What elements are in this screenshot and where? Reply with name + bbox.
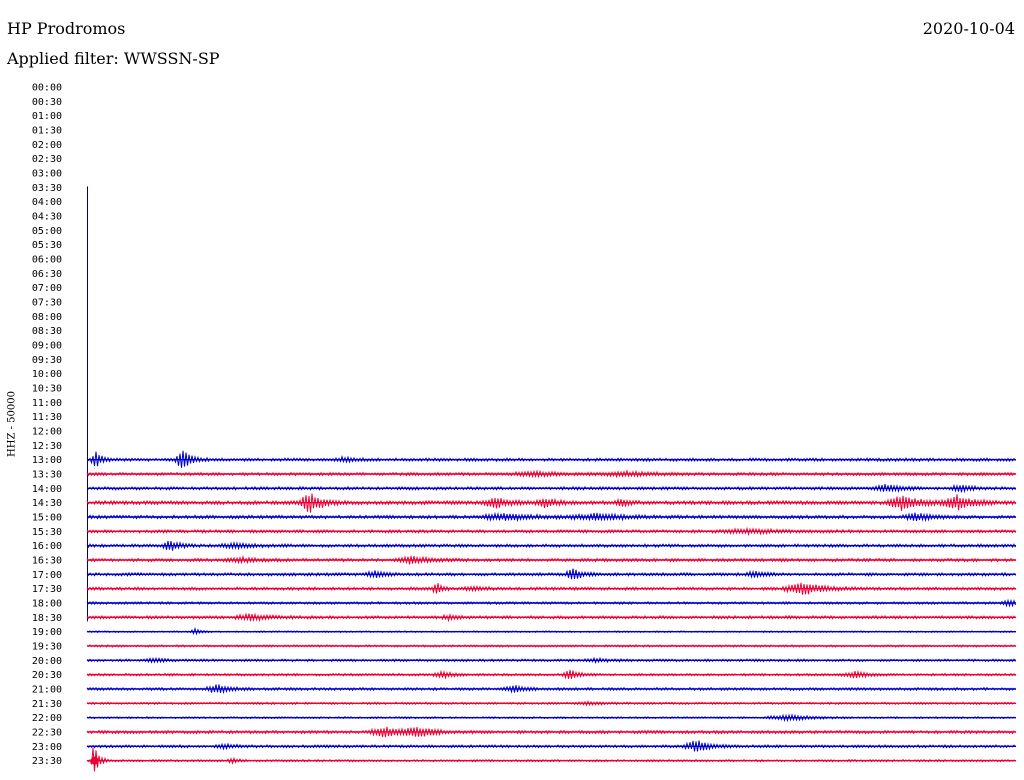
time-tick-2300: 23:00 [32,742,62,753]
time-tick-0300: 03:00 [32,168,62,179]
time-tick-1830: 18:30 [32,613,62,624]
time-tick-2200: 22:00 [32,713,62,724]
station-title: HP Prodromos [7,19,126,38]
time-tick-1630: 16:30 [32,555,62,566]
time-tick-0700: 07:00 [32,283,62,294]
time-tick-0100: 01:00 [32,111,62,122]
trace-2330 [86,747,1016,772]
time-tick-0430: 04:30 [32,211,62,222]
time-tick-0500: 05:00 [32,226,62,237]
time-tick-1230: 12:30 [32,441,62,452]
time-tick-1130: 11:30 [32,412,62,423]
time-tick-1930: 19:30 [32,641,62,652]
time-tick-1200: 12:00 [32,426,62,437]
time-tick-1400: 14:00 [32,484,62,495]
time-tick-0130: 01:30 [32,125,62,136]
time-tick-0900: 09:00 [32,340,62,351]
time-tick-0200: 02:00 [32,140,62,151]
time-tick-0330: 03:30 [32,183,62,194]
time-tick-1900: 19:00 [32,627,62,638]
filter-label: Applied filter: WWSSN-SP [7,49,220,68]
time-tick-2230: 22:30 [32,727,62,738]
time-tick-2000: 20:00 [32,656,62,667]
time-tick-2330: 23:30 [32,756,62,767]
time-tick-1730: 17:30 [32,584,62,595]
date-label: 2020-10-04 [922,19,1015,38]
time-tick-1530: 15:30 [32,527,62,538]
trace-layer [86,450,1016,772]
time-tick-1500: 15:00 [32,512,62,523]
time-tick-1100: 11:00 [32,398,62,409]
time-tick-0830: 08:30 [32,326,62,337]
event-peak-2330 [90,756,99,765]
time-tick-1330: 13:30 [32,469,62,480]
time-tick-0000: 00:00 [32,83,62,94]
time-tick-1300: 13:00 [32,455,62,466]
time-tick-1000: 10:00 [32,369,62,380]
time-tick-1700: 17:00 [32,570,62,581]
time-tick-2030: 20:30 [32,670,62,681]
time-tick-0400: 04:00 [32,197,62,208]
time-tick-0800: 08:00 [32,312,62,323]
time-tick-1030: 10:30 [32,383,62,394]
time-tick-1430: 14:30 [32,498,62,509]
time-tick-0630: 06:30 [32,269,62,280]
time-tick-0730: 07:30 [32,297,62,308]
time-tick-labels: 00:00 00:30 01:00 01:30 02:00 02:30 03:00 03:30… [32,83,62,768]
time-tick-1600: 16:00 [32,541,62,552]
time-tick-0930: 09:30 [32,355,62,366]
time-tick-0230: 02:30 [32,154,62,165]
time-tick-0530: 05:30 [32,240,62,251]
time-tick-1800: 18:00 [32,598,62,609]
time-tick-2130: 21:30 [32,699,62,710]
time-tick-0030: 00:30 [32,97,62,108]
time-tick-2100: 21:00 [32,684,62,695]
time-tick-0600: 06:00 [32,254,62,265]
